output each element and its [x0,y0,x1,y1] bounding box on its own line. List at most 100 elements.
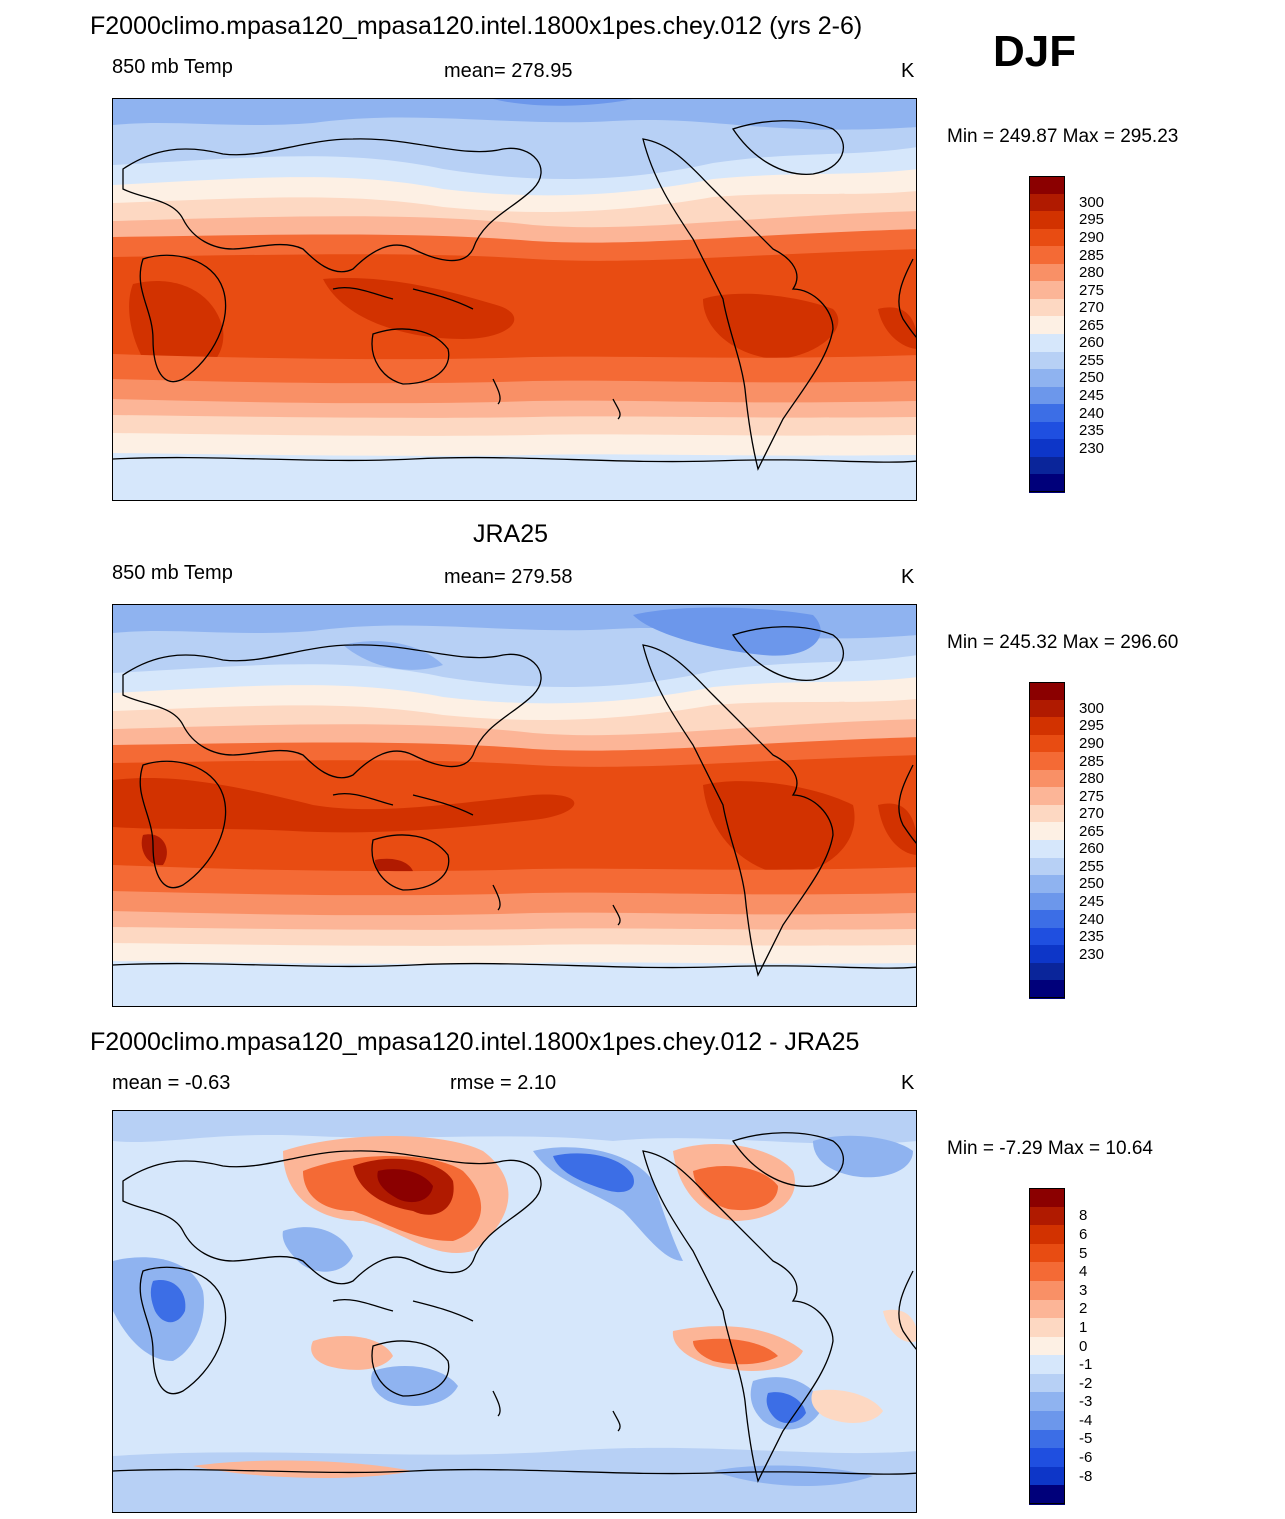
colorbar-tick-label: 260 [1079,334,1105,352]
colorbar-tick-label: 245 [1079,892,1105,910]
colorbar-swatch [1029,804,1065,824]
panel-1-left-label: 850 mb Temp [112,56,233,78]
colorbar-tick-label: 290 [1079,734,1105,752]
colorbar-swatch [1029,1485,1065,1505]
colorbar-swatch [1029,193,1065,212]
colorbar-tick-label: 270 [1079,805,1105,823]
colorbar-swatch [1029,1355,1065,1375]
panel-1-colorbar [1029,176,1065,493]
colorbar-swatch [1029,351,1065,370]
colorbar-swatch [1029,281,1065,300]
colorbar-swatch [1029,439,1065,458]
colorbar-swatch [1029,1188,1065,1208]
colorbar-tick-label: 275 [1079,787,1105,805]
panel-2-left-label: 850 mb Temp [112,562,233,584]
colorbar-swatch [1029,1262,1065,1282]
colorbar-swatch [1029,699,1065,718]
colorbar-swatch [1029,1336,1065,1356]
colorbar-tick-label: -4 [1079,1411,1093,1429]
colorbar-swatch [1029,1448,1065,1468]
colorbar-swatch [1029,1243,1065,1263]
colorbar-tick-label: 240 [1079,404,1105,422]
colorbar-swatch [1029,1392,1065,1412]
colorbar-swatch [1029,980,1065,999]
colorbar-tick-label: -3 [1079,1393,1093,1411]
colorbar-swatch [1029,1206,1065,1226]
colorbar-tick-label: 4 [1079,1263,1088,1281]
panel-3-colorbar [1029,1188,1065,1505]
colorbar-swatch [1029,1429,1065,1449]
colorbar-tick-label: 250 [1079,369,1105,387]
colorbar-swatch [1029,910,1065,929]
colorbar-swatch [1029,1280,1065,1301]
panel-1-mean-label: mean= 278.95 [444,60,573,82]
colorbar-swatch [1029,682,1065,701]
colorbar-tick-label: 285 [1079,246,1105,264]
colorbar-tick-label: -5 [1079,1430,1093,1448]
colorbar-tick-label: 280 [1079,770,1105,788]
colorbar-swatch [1029,298,1065,318]
panel-3-rmse-label: rmse = 2.10 [450,1072,557,1094]
panel-3-mean-label: mean = -0.63 [112,1072,231,1094]
panel-2-title: JRA25 [473,520,549,548]
colorbar-tick-label: 0 [1079,1337,1088,1355]
colorbar-swatch [1029,474,1065,493]
colorbar-tick-label: 235 [1079,422,1105,440]
colorbar-swatch [1029,857,1065,876]
colorbar-tick-label: 5 [1079,1244,1088,1262]
colorbar-swatch [1029,1411,1065,1431]
panel-2-colorbar [1029,682,1065,999]
colorbar-tick-label: 8 [1079,1207,1088,1225]
colorbar-swatch [1029,228,1065,247]
colorbar-tick-label: -8 [1079,1467,1093,1485]
colorbar-tick-label: 280 [1079,264,1105,282]
colorbar-swatch [1029,421,1065,440]
colorbar-swatch [1029,717,1065,736]
panel-3-units-label: K [901,1072,915,1094]
colorbar-tick-label: 255 [1079,857,1105,875]
colorbar-tick-label: 295 [1079,211,1105,229]
colorbar-tick-label: 250 [1079,875,1105,893]
colorbar-swatch [1029,1318,1065,1338]
colorbar-swatch [1029,787,1065,806]
panel-3-minmax: Min = -7.29 Max = 10.64 [947,1138,1153,1159]
colorbar-swatch [1029,752,1065,771]
colorbar-frame [1029,176,1065,492]
colorbar-tick-label: 265 [1079,822,1105,840]
colorbar-tick-label: 230 [1079,945,1105,963]
colorbar-tick-label: 265 [1079,316,1105,334]
season-label: DJF [993,27,1077,76]
colorbar-tick-label: -6 [1079,1449,1093,1467]
colorbar-swatch [1029,369,1065,388]
colorbar-tick-label: 300 [1079,699,1105,717]
colorbar-swatch [1029,334,1065,353]
colorbar-swatch [1029,875,1065,894]
colorbar-tick-label: 3 [1079,1281,1088,1299]
colorbar-frame [1029,682,1065,998]
colorbar-swatch [1029,822,1065,841]
colorbar-swatch [1029,386,1065,405]
colorbar-frame [1029,1188,1065,1504]
panel-2-map [112,604,917,1007]
colorbar-swatch [1029,211,1065,230]
panel-3-map [112,1110,917,1513]
colorbar-swatch [1029,246,1065,265]
panel-2-mean-label: mean= 279.58 [444,566,573,588]
panel-1-map [112,98,917,501]
colorbar-swatch [1029,769,1065,788]
colorbar-swatch [1029,263,1065,282]
colorbar-tick-label: 275 [1079,281,1105,299]
colorbar-swatch [1029,404,1065,423]
colorbar-tick-label: -1 [1079,1356,1093,1374]
colorbar-swatch [1029,1225,1065,1245]
colorbar-tick-label: 230 [1079,439,1105,457]
panel-1-title: F2000climo.mpasa120_mpasa120.intel.1800x… [90,12,863,40]
colorbar-swatch [1029,1466,1065,1486]
colorbar-swatch [1029,840,1065,859]
colorbar-tick-label: 260 [1079,840,1105,858]
panel-2-units-label: K [901,566,915,588]
colorbar-swatch [1029,962,1065,982]
colorbar-swatch [1029,1373,1065,1394]
panel-1-minmax: Min = 249.87 Max = 295.23 [947,126,1179,147]
colorbar-swatch [1029,945,1065,964]
